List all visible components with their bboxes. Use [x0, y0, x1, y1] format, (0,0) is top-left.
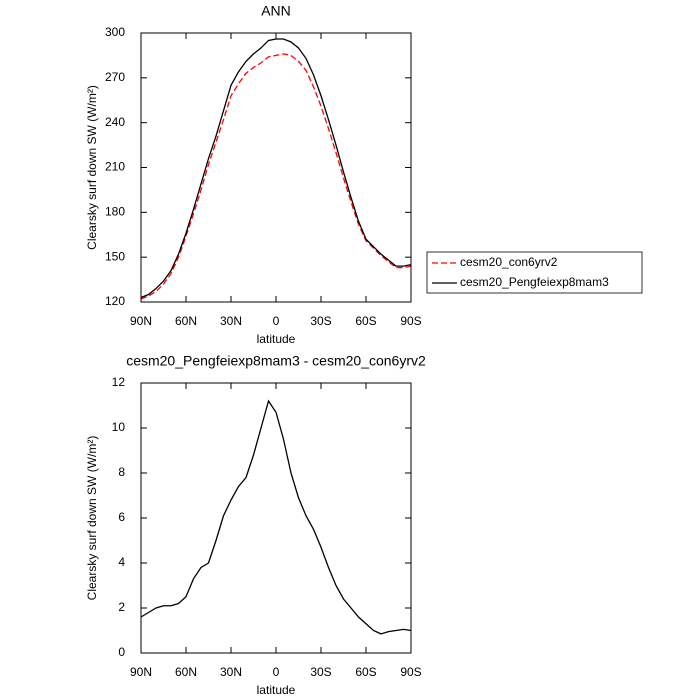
- x-tick-label: 60N: [175, 665, 197, 679]
- y-tick-label: 300: [105, 25, 125, 39]
- x-axis-label: latitude: [257, 683, 296, 697]
- legend-label: cesm20_con6yrv2: [460, 255, 558, 269]
- y-tick-label: 8: [118, 465, 125, 479]
- x-tick-label: 90N: [130, 314, 152, 328]
- x-tick-label: 60S: [355, 314, 376, 328]
- x-tick-label: 30S: [310, 314, 331, 328]
- x-tick-label: 0: [273, 314, 280, 328]
- y-tick-label: 240: [105, 115, 125, 129]
- x-tick-label: 90S: [400, 314, 421, 328]
- data-line: [140, 38, 412, 299]
- x-tick-label: 60S: [355, 665, 376, 679]
- x-tick-label: 30N: [220, 665, 242, 679]
- y-tick-label: 2: [118, 600, 125, 614]
- y-tick-label: 120: [105, 294, 125, 308]
- y-tick-label: 12: [112, 375, 126, 389]
- chart-title: ANN: [261, 3, 291, 19]
- y-tick-label: 4: [118, 555, 125, 569]
- x-tick-label: 60N: [175, 314, 197, 328]
- x-tick-label: 90N: [130, 665, 152, 679]
- y-tick-label: 10: [112, 420, 126, 434]
- y-tick-label: 210: [105, 160, 125, 174]
- data-line: [140, 399, 412, 635]
- y-axis-label: Clearsky surf down SW (W/m²): [85, 85, 99, 250]
- x-tick-label: 0: [273, 665, 280, 679]
- x-axis-label: latitude: [257, 332, 296, 346]
- y-tick-label: 0: [118, 645, 125, 659]
- plot-frame: [140, 382, 412, 654]
- y-tick-label: 180: [105, 205, 125, 219]
- x-tick-label: 90S: [400, 665, 421, 679]
- legend-box: [426, 251, 643, 294]
- y-tick-label: 6: [118, 510, 125, 524]
- plot-frame: [140, 32, 412, 303]
- legend-label: cesm20_Pengfeiexp8mam3: [460, 275, 609, 289]
- x-tick-label: 30N: [220, 314, 242, 328]
- x-tick-label: 30S: [310, 665, 331, 679]
- chart-title: cesm20_Pengfeiexp8mam3 - cesm20_con6yrv2: [126, 353, 426, 369]
- y-tick-label: 270: [105, 70, 125, 84]
- y-tick-label: 150: [105, 249, 125, 263]
- data-line: [140, 53, 412, 300]
- y-axis-label: Clearsky surf down SW (W/m²): [85, 436, 99, 601]
